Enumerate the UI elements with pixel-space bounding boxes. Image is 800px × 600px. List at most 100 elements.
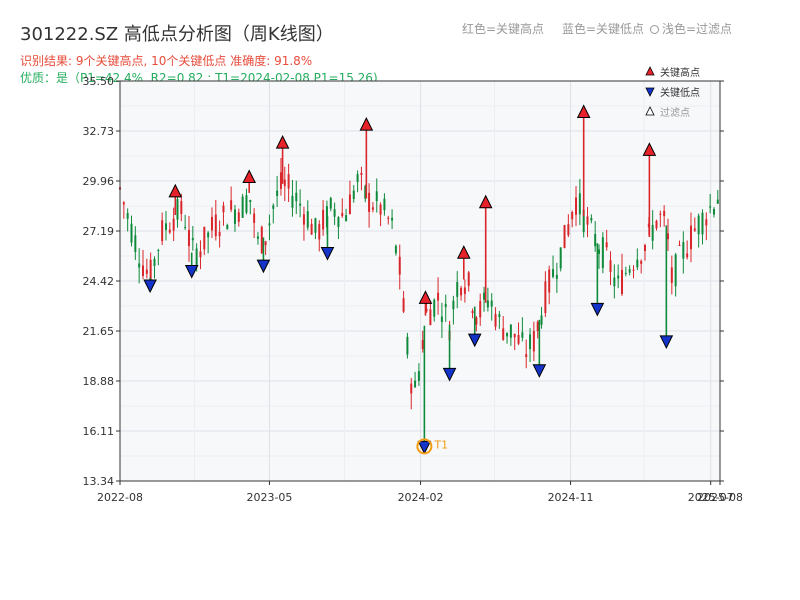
candle-body <box>571 212 574 220</box>
candle-body <box>379 204 382 215</box>
key-low-marker <box>590 302 605 317</box>
candle-body <box>624 272 627 274</box>
candle-body <box>617 275 620 279</box>
plot-frame <box>119 80 721 482</box>
candle-body <box>180 201 183 215</box>
candle-body <box>184 226 187 228</box>
key-high-marker <box>242 169 257 183</box>
candle-body <box>214 214 217 237</box>
candle-body <box>494 313 497 327</box>
candle-body <box>467 272 470 286</box>
candle-body <box>590 218 593 221</box>
candle-body <box>187 229 190 247</box>
candle-body <box>578 193 581 215</box>
candle-body <box>709 206 712 208</box>
y-tick-label: 13.34 <box>83 475 115 488</box>
candle-body <box>659 213 662 215</box>
candles <box>119 157 719 410</box>
candle-body <box>318 224 321 240</box>
candle-body <box>375 191 378 202</box>
candle-body <box>460 287 463 296</box>
candle-body <box>536 321 539 332</box>
candle-body <box>693 228 696 231</box>
candle-body <box>145 269 148 274</box>
candle-body <box>406 336 409 355</box>
candle-body <box>586 216 589 225</box>
candle-body <box>456 282 459 297</box>
top-legend-filtered: 浅色=过滤点 <box>650 20 732 37</box>
key-low-marker <box>320 246 335 261</box>
candle-body <box>126 212 129 219</box>
candle-body <box>437 292 440 301</box>
candle-body <box>222 205 225 213</box>
candle-body <box>444 303 447 308</box>
candle-body <box>509 324 512 338</box>
candle-body <box>287 174 290 189</box>
y-tick-label: 32.73 <box>83 125 115 138</box>
candle-body <box>356 174 359 182</box>
candle-body <box>157 250 160 252</box>
candle-body <box>371 207 374 210</box>
top-legend-filtered-label: 浅色=过滤点 <box>662 22 733 36</box>
candle-body <box>314 218 317 233</box>
candle-body <box>433 299 436 317</box>
candle-body <box>463 287 466 294</box>
candle-body <box>391 217 394 221</box>
x-tick-label: 2025-08 <box>697 491 743 504</box>
candle-body <box>682 242 685 259</box>
candle-body <box>203 226 206 250</box>
candle-body <box>207 232 210 238</box>
candle-body <box>410 383 413 394</box>
candle-body <box>299 203 302 206</box>
candle-body <box>544 281 547 314</box>
candle-body <box>333 209 336 217</box>
candle-body <box>168 229 171 233</box>
candle-body <box>141 265 144 276</box>
candle-body <box>582 209 585 233</box>
candle-body <box>613 277 616 287</box>
candle-body <box>161 220 164 242</box>
candle-body <box>153 258 156 266</box>
candle-body <box>199 251 202 258</box>
key-high-marker <box>418 290 433 304</box>
candle-body <box>563 225 566 248</box>
candle-body <box>567 224 570 236</box>
y-tick-label: 27.19 <box>83 225 115 238</box>
candle-body <box>678 244 681 246</box>
key-low-marker <box>532 364 547 378</box>
key-high-marker <box>168 183 183 198</box>
candle-body <box>268 223 271 226</box>
candle-body <box>632 269 635 271</box>
candle-body <box>260 226 263 253</box>
candle-body <box>479 301 482 318</box>
candle-body <box>241 196 244 218</box>
chart-title: 301222.SZ 高低点分析图（周K线图） <box>20 24 334 45</box>
candle-body <box>513 333 516 338</box>
candle-body <box>525 354 528 358</box>
key-point-markers: T1 <box>143 104 674 455</box>
candle-body <box>471 310 474 314</box>
candle-body <box>716 199 719 204</box>
candle-body <box>360 172 363 175</box>
x-tick-label: 2024-11 <box>548 491 594 504</box>
candle-body <box>651 224 654 241</box>
candle-body <box>640 260 643 264</box>
candle-body <box>674 254 677 287</box>
y-tick-label: 24.42 <box>83 275 115 288</box>
candle-body <box>628 269 631 273</box>
candle-body <box>594 234 597 247</box>
candle-body <box>601 237 604 269</box>
key-high-marker <box>576 104 591 118</box>
candle-body <box>164 223 167 230</box>
candle-body <box>348 194 351 215</box>
candle-body <box>230 200 233 210</box>
candle-body <box>486 300 489 308</box>
key-low-marker <box>256 259 271 274</box>
y-tick-label: 18.88 <box>83 375 115 388</box>
candle-body <box>249 199 252 203</box>
candle-body <box>176 199 179 220</box>
candle-body <box>670 267 673 283</box>
candle-body <box>414 380 417 388</box>
candle-body <box>417 371 420 381</box>
candle-body <box>226 224 229 230</box>
